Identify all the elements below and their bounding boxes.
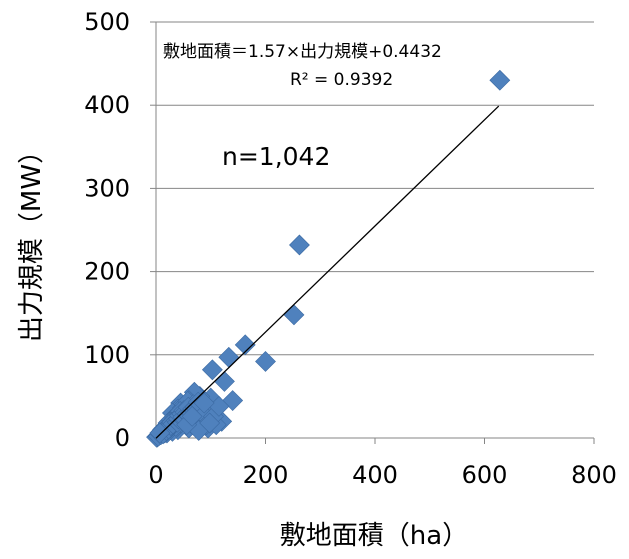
- x-axis-title: 敷地面積（ha）: [280, 521, 468, 551]
- data-point: [149, 422, 171, 444]
- data-point: [255, 351, 276, 372]
- data-point: [218, 346, 240, 368]
- data-points: [146, 69, 511, 448]
- sample-size-annotation: n=1,042: [222, 142, 330, 171]
- data-point: [199, 412, 221, 434]
- data-point: [283, 304, 305, 326]
- x-tick-label: 200: [243, 461, 289, 489]
- data-point: [234, 334, 256, 356]
- r-squared-annotation: R² = 0.9392: [290, 70, 393, 90]
- data-point: [289, 234, 310, 256]
- tick-labels: 0 200 400 600 800 0 100 200 300 400 500: [84, 8, 617, 489]
- gridlines: [156, 21, 594, 356]
- data-point: [201, 359, 223, 381]
- data-point: [181, 405, 203, 427]
- trendline-group: [155, 105, 500, 439]
- x-tick-label: 400: [352, 461, 398, 489]
- equation-annotation: 敷地面積＝1.57×出力規模+0.4432: [163, 42, 442, 62]
- y-tick-label: 0: [115, 424, 130, 452]
- data-point: [489, 69, 511, 91]
- x-tick-label: 800: [571, 461, 617, 489]
- data-point: [193, 392, 215, 414]
- y-tick-label: 300: [84, 174, 130, 202]
- y-tick-label: 400: [84, 91, 130, 119]
- y-tick-label: 500: [84, 8, 130, 36]
- y-axis-title: 出力規模（MW）: [17, 138, 47, 342]
- x-tick-label: 600: [462, 461, 508, 489]
- x-tick-label: 0: [148, 461, 163, 489]
- trendline: [155, 105, 500, 439]
- y-tick-label: 100: [84, 341, 130, 369]
- y-tick-label: 200: [84, 258, 130, 286]
